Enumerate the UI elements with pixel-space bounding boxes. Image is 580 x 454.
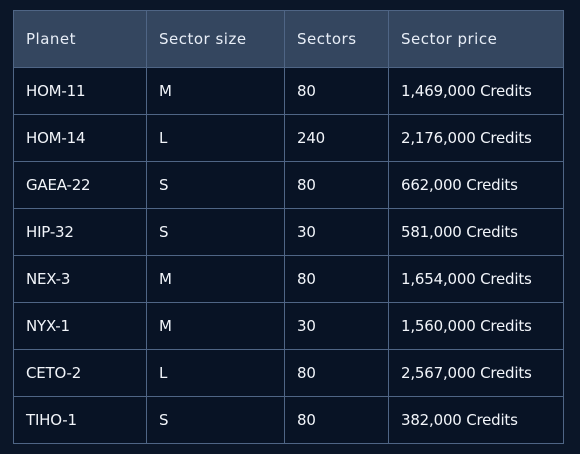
- sectors-cell: 30: [284, 208, 389, 256]
- sector-price-table-container: Planet Sector size Sectors Sector price …: [13, 10, 564, 444]
- sectors-cell: 80: [284, 161, 389, 209]
- column-header-sector-size: Sector size: [146, 10, 285, 68]
- sector-size-cell: M: [146, 67, 285, 115]
- sector-price-cell: 662,000 Credits: [388, 161, 564, 209]
- table-row: NYX-1 M 30 1,560,000 Credits: [13, 302, 564, 350]
- planet-cell: NEX-3: [13, 255, 147, 303]
- sector-size-cell: S: [146, 396, 285, 444]
- table-header-row: Planet Sector size Sectors Sector price: [13, 10, 564, 68]
- sectors-cell: 240: [284, 114, 389, 162]
- planet-cell: HOM-14: [13, 114, 147, 162]
- sectors-cell: 80: [284, 255, 389, 303]
- planet-cell: NYX-1: [13, 302, 147, 350]
- table-row: NEX-3 M 80 1,654,000 Credits: [13, 255, 564, 303]
- sector-size-cell: L: [146, 349, 285, 397]
- table-row: HOM-14 L 240 2,176,000 Credits: [13, 114, 564, 162]
- sector-price-cell: 2,176,000 Credits: [388, 114, 564, 162]
- sector-size-cell: M: [146, 302, 285, 350]
- sector-price-cell: 2,567,000 Credits: [388, 349, 564, 397]
- planet-cell: TIHO-1: [13, 396, 147, 444]
- column-header-sectors: Sectors: [284, 10, 389, 68]
- sector-price-table: Planet Sector size Sectors Sector price …: [13, 10, 564, 444]
- sector-price-cell: 1,560,000 Credits: [388, 302, 564, 350]
- sector-price-cell: 581,000 Credits: [388, 208, 564, 256]
- table-row: TIHO-1 S 80 382,000 Credits: [13, 396, 564, 444]
- sector-price-cell: 382,000 Credits: [388, 396, 564, 444]
- planet-cell: CETO-2: [13, 349, 147, 397]
- column-header-sector-price: Sector price: [388, 10, 564, 68]
- sector-size-cell: S: [146, 161, 285, 209]
- table-row: CETO-2 L 80 2,567,000 Credits: [13, 349, 564, 397]
- sector-size-cell: M: [146, 255, 285, 303]
- table-row: GAEA-22 S 80 662,000 Credits: [13, 161, 564, 209]
- planet-cell: HOM-11: [13, 67, 147, 115]
- sector-price-cell: 1,469,000 Credits: [388, 67, 564, 115]
- sector-price-cell: 1,654,000 Credits: [388, 255, 564, 303]
- sectors-cell: 80: [284, 349, 389, 397]
- sectors-cell: 80: [284, 396, 389, 444]
- planet-cell: GAEA-22: [13, 161, 147, 209]
- column-header-planet: Planet: [13, 10, 147, 68]
- table-row: HIP-32 S 30 581,000 Credits: [13, 208, 564, 256]
- sectors-cell: 30: [284, 302, 389, 350]
- sectors-cell: 80: [284, 67, 389, 115]
- table-row: HOM-11 M 80 1,469,000 Credits: [13, 67, 564, 115]
- planet-cell: HIP-32: [13, 208, 147, 256]
- sector-size-cell: L: [146, 114, 285, 162]
- sector-size-cell: S: [146, 208, 285, 256]
